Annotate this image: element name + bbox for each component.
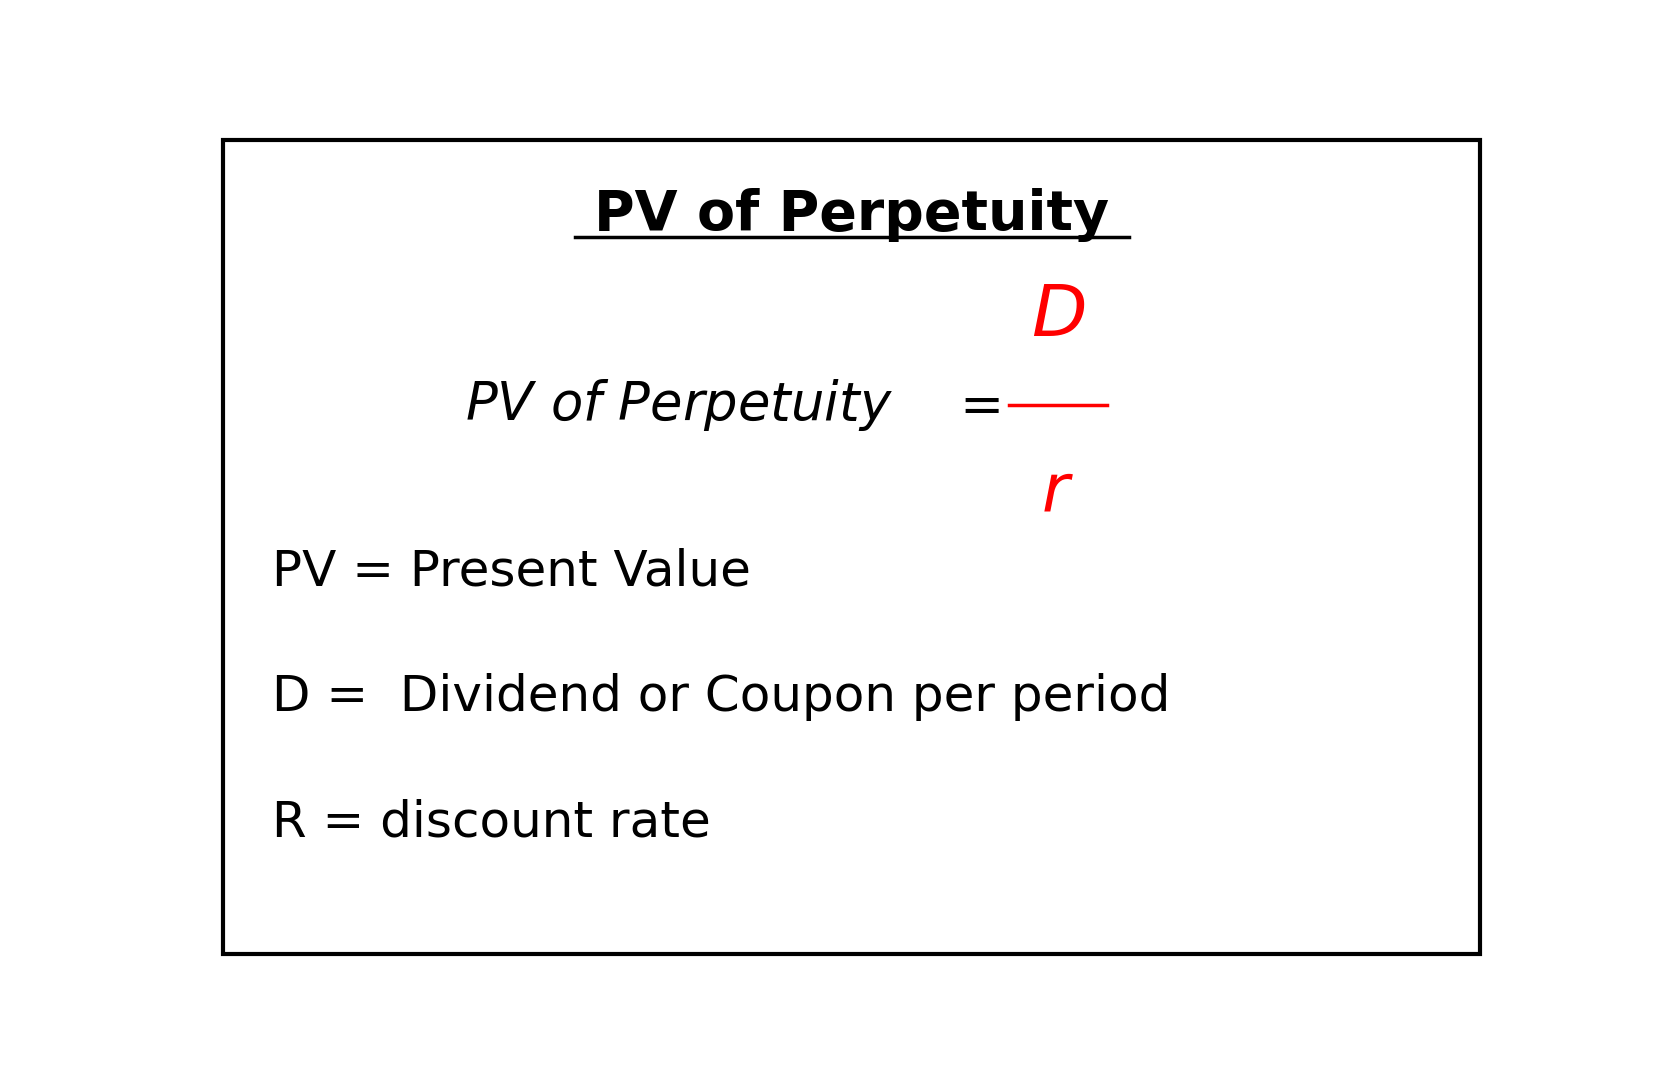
FancyBboxPatch shape (223, 140, 1481, 954)
Text: D =  Dividend or Coupon per period: D = Dividend or Coupon per period (273, 673, 1170, 721)
Text: $=$: $=$ (949, 379, 999, 431)
Text: $\mathbf{\mathit{D}}$: $\mathbf{\mathit{D}}$ (1030, 282, 1085, 351)
Text: PV of Perpetuity: PV of Perpetuity (595, 188, 1109, 243)
Text: $\mathit{PV\ of\ Perpetuity}$: $\mathit{PV\ of\ Perpetuity}$ (465, 377, 894, 433)
Text: R = discount rate: R = discount rate (273, 798, 711, 846)
Text: PV = Present Value: PV = Present Value (273, 548, 751, 596)
Text: $\mathbf{\mathit{r}}$: $\mathbf{\mathit{r}}$ (1042, 459, 1074, 525)
